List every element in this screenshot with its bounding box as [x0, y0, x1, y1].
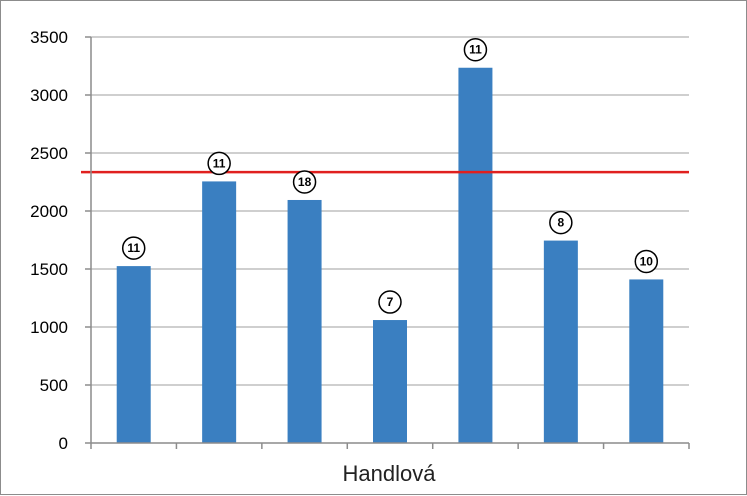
bar	[458, 67, 493, 444]
bar-count-circle	[378, 290, 402, 314]
gridlines	[91, 36, 689, 386]
bar	[629, 279, 664, 443]
y-tick-label: 3500	[30, 28, 68, 47]
bar-count-circle	[634, 249, 659, 274]
axes: 0 500 1000 1500 2000 2500 3000 3500	[30, 28, 690, 453]
bar-count-label: 8	[558, 216, 565, 230]
bar	[543, 240, 578, 443]
x-axis-label: Handlová	[343, 461, 437, 486]
bar-count-circle	[549, 210, 573, 235]
y-tick-label: 2000	[30, 202, 68, 221]
bar-count-circle	[207, 151, 231, 176]
bar-count-circle	[292, 170, 317, 194]
bar-count-label: 11	[127, 241, 140, 255]
bars	[116, 67, 664, 444]
bar	[373, 320, 407, 443]
bar-count-circle	[121, 236, 146, 260]
y-tick-label: 2500	[30, 144, 68, 163]
y-tick-label: 0	[59, 434, 68, 453]
bar-count-label: 11	[469, 43, 482, 57]
bar-count-label: 18	[298, 175, 312, 189]
bar-count-label: 10	[640, 254, 654, 268]
y-tick-label: 1500	[30, 260, 68, 279]
bar	[202, 181, 237, 444]
bar-count-labels: 11 11 18 7 11 8 10	[121, 37, 659, 314]
bar-count-label: 7	[387, 295, 394, 309]
y-tick-label: 1000	[30, 318, 68, 337]
bar-count-label: 11	[213, 156, 226, 170]
y-tick-label: 500	[40, 376, 68, 395]
bar	[116, 266, 151, 443]
y-tick-label: 3000	[30, 86, 68, 105]
bar	[287, 199, 322, 443]
bar-count-circle	[463, 37, 488, 62]
